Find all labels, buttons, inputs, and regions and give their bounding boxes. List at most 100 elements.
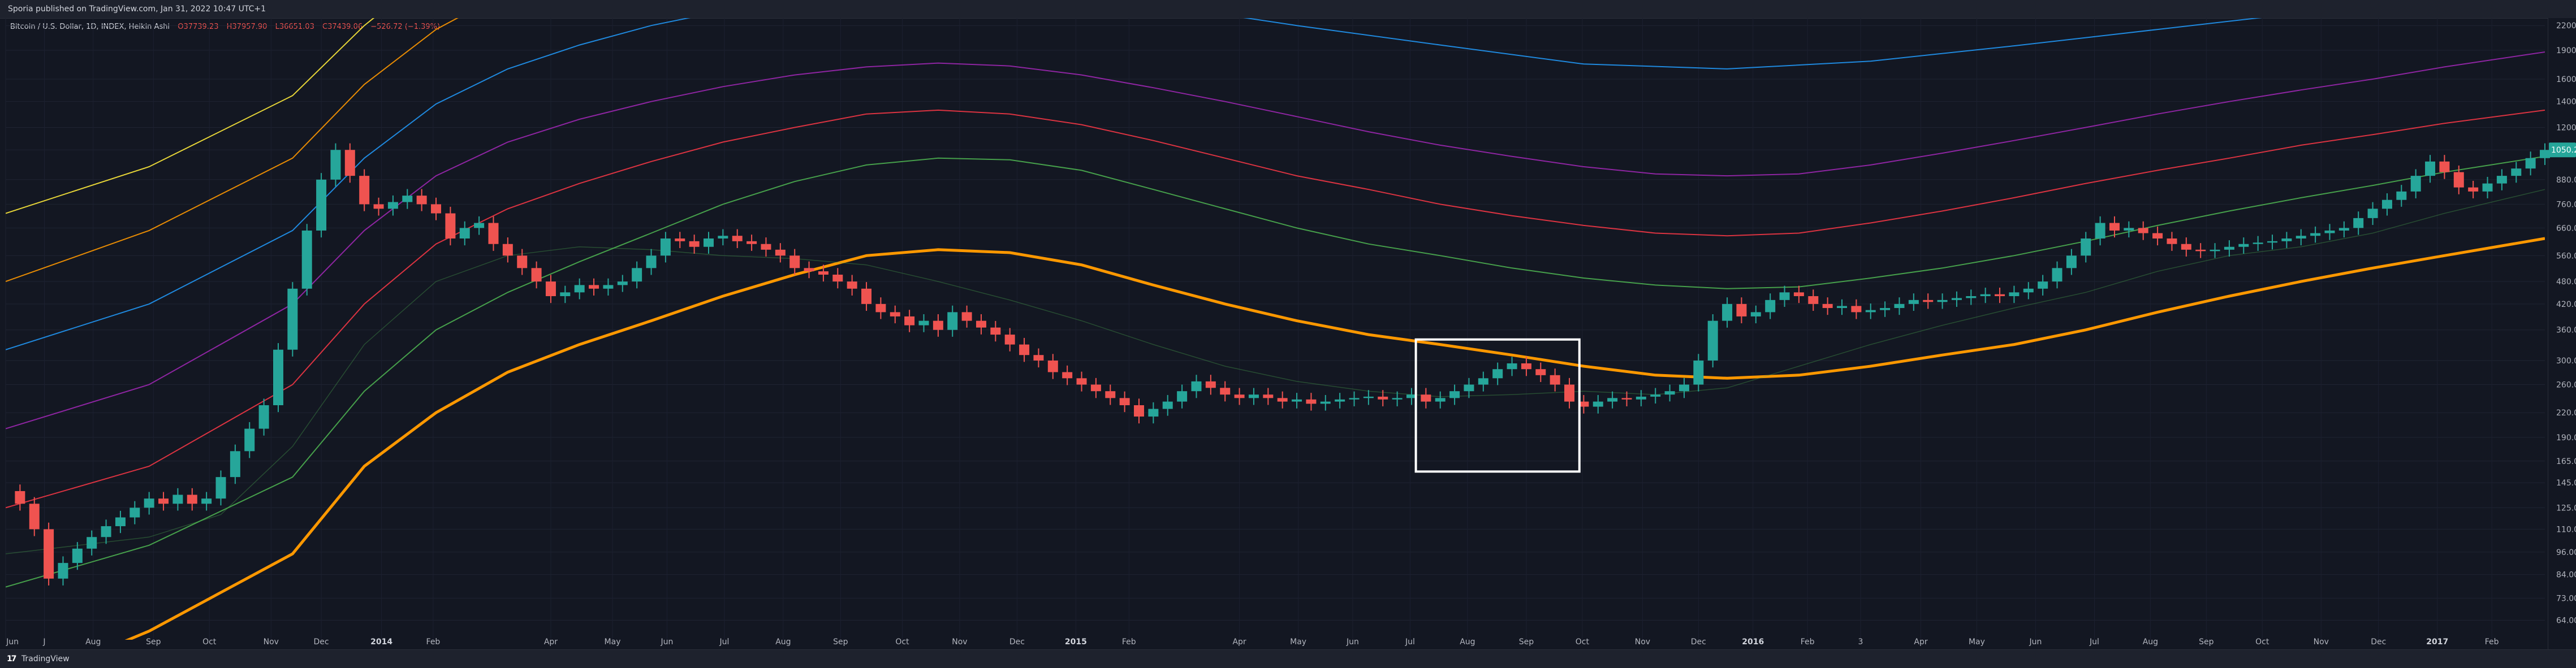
price-tick-label: 1400.00 [2556, 98, 2576, 107]
tradingview-logo[interactable]: 17 TradingView [7, 654, 70, 663]
candle-body [1292, 399, 1302, 402]
candle-body [1636, 396, 1646, 400]
series-line-band-red [6, 109, 2545, 509]
price-tick-label: 560.00 [2556, 251, 2576, 261]
time-tick-label: Jun [6, 637, 19, 647]
candle-body [187, 495, 197, 504]
price-tick-label: 84.00 [2556, 571, 2576, 580]
candle-body [2295, 236, 2306, 238]
candle-body [2081, 238, 2091, 256]
candle-body [918, 320, 929, 326]
candle-body [1535, 369, 1546, 375]
tradingview-logo-icon: 17 [7, 654, 17, 663]
price-tick-label: 420.00 [2556, 300, 2576, 309]
price-axis[interactable] [2548, 18, 2576, 649]
price-tick-label: 360.00 [2556, 326, 2576, 335]
candle-body [158, 498, 169, 504]
time-tick-label: Oct [1576, 637, 1590, 647]
candle-body [115, 517, 126, 527]
candle-body [1435, 398, 1446, 402]
candle-body [1650, 394, 1661, 397]
candle-body [675, 238, 685, 241]
candle-body [359, 176, 370, 205]
candle-body [215, 477, 226, 499]
candle-body [1937, 300, 1948, 302]
time-tick-label: Sep [2199, 637, 2214, 647]
price-tick-label: 260.00 [2556, 381, 2576, 390]
candle-body [703, 238, 714, 247]
price-tick-label: 1600.00 [2556, 75, 2576, 84]
candle-body [1736, 303, 1747, 316]
candle-body [875, 303, 886, 313]
candle-body [2181, 244, 2191, 250]
candle-body [1119, 398, 1130, 405]
legend-symbol[interactable]: Bitcoin / U.S. Dollar, 1D, INDEX, Heikin… [10, 23, 170, 31]
candle-body [387, 202, 398, 209]
candle-body [1047, 360, 1058, 372]
candle-body [2482, 183, 2493, 192]
price-tick-label: 190.00 [2556, 433, 2576, 443]
band-lines [6, 18, 2545, 640]
symbol-legend: Bitcoin / U.S. Dollar, 1D, INDEX, Heikin… [10, 23, 446, 31]
candle-body [1880, 308, 1891, 310]
candle-body [1062, 372, 1073, 379]
candle-body [1693, 360, 1704, 385]
candle-body [431, 204, 442, 214]
tradingview-brand: TradingView [21, 654, 70, 663]
price-tick-label: 125.00 [2556, 504, 2576, 513]
price-tick-label: 300.00 [2556, 357, 2576, 366]
candle-body [2253, 242, 2263, 244]
time-tick-label: Oct [2255, 637, 2269, 647]
annotation-layer[interactable] [1414, 338, 1581, 473]
candle-body [1478, 378, 1488, 385]
series-line-band-green [6, 155, 2545, 588]
candle-body [789, 255, 800, 268]
candle-body [1033, 355, 1044, 361]
candle-body [172, 495, 183, 504]
time-tick-label: Dec [314, 637, 329, 647]
time-tick-label: May [605, 637, 621, 647]
series-line-band-orange-upper [6, 18, 459, 283]
candle-body [2396, 191, 2407, 200]
time-tick-label: Sep [833, 637, 848, 647]
price-tick-label: 880.00 [2556, 176, 2576, 185]
time-tick-label: Feb [1801, 637, 1815, 647]
candle-body [244, 428, 255, 452]
price-tick-label: 64.00 [2556, 617, 2576, 626]
time-tick-label: Feb [426, 637, 441, 647]
price-tick-label: 145.00 [2556, 479, 2576, 488]
candle-body [330, 150, 341, 180]
candle-body [287, 288, 298, 350]
last-price-badge [2549, 142, 2576, 158]
time-tick-label: Sep [146, 637, 161, 647]
candle-body [1550, 375, 1560, 385]
candle-body [1406, 394, 1417, 398]
series-line-band-yellow [6, 18, 375, 214]
time-tick-label: Nov [1635, 637, 1650, 647]
candle-body [2038, 281, 2048, 289]
candle-body [2238, 244, 2249, 247]
candle-body [1076, 378, 1087, 385]
candle-body [947, 312, 958, 330]
time-tick-label: Nov [264, 637, 279, 647]
candle-body [1865, 310, 1876, 313]
time-tick-label: Aug [85, 637, 101, 647]
candle-body [761, 244, 771, 250]
candle-body [1621, 398, 1632, 400]
price-tick-label: 96.00 [2556, 548, 2576, 557]
candle-body [1191, 381, 1202, 392]
candle-body [87, 537, 97, 549]
candle-body [2453, 172, 2464, 188]
price-chart[interactable]: 64.00 73.00 84.00 96.00 110.00 125.00 145.00 16… [0, 18, 2576, 649]
time-tick-label: Nov [2314, 637, 2329, 647]
candle-body [1894, 303, 1905, 309]
price-tick-label: 660.00 [2556, 224, 2576, 233]
candle-body [2066, 255, 2077, 268]
candle-body [144, 498, 154, 508]
candle-body [2367, 209, 2378, 218]
annotation-rectangle[interactable] [1414, 338, 1581, 473]
time-tick-label: Aug [775, 637, 791, 647]
candle-body [2152, 233, 2163, 238]
candle-body [1679, 384, 1689, 392]
time-tick-label: Dec [2371, 637, 2386, 647]
